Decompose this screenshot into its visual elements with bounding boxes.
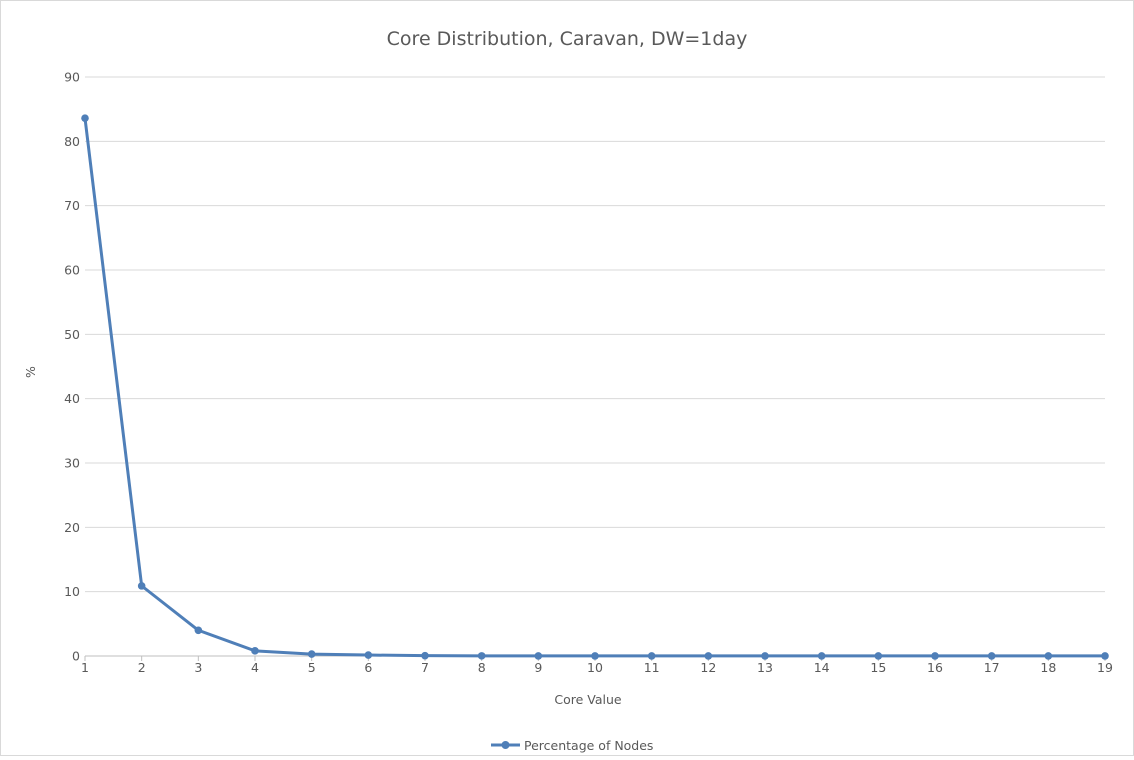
data-point[interactable] [534,652,543,660]
x-tick-label: 9 [534,660,542,675]
data-point[interactable] [194,626,203,635]
x-tick-label: 11 [644,660,660,675]
data-point[interactable] [1044,652,1053,660]
chart-title: Core Distribution, Caravan, DW=1day [387,28,748,50]
x-tick-label: 12 [700,660,716,675]
x-tick-label: 8 [478,660,486,675]
y-tick-labels: 0 10 20 30 40 50 60 70 80 90 [64,70,80,664]
y-tick-label: 60 [64,263,80,278]
y-tick-label: 10 [64,584,80,599]
y-axis-title: % [23,366,38,378]
y-tick-label: 40 [64,391,80,406]
data-point[interactable] [81,114,89,122]
x-tick-label: 4 [251,660,259,675]
data-point[interactable] [307,650,316,658]
data-point[interactable] [477,652,486,660]
gridlines [85,76,1105,593]
legend[interactable]: Percentage of Nodes [491,738,653,753]
legend-label: Percentage of Nodes [524,738,653,753]
data-point[interactable] [817,652,826,660]
x-tick-label: 14 [814,660,830,675]
x-tick-label: 16 [927,660,943,675]
data-point[interactable] [364,651,373,659]
y-tick-label: 20 [64,520,80,535]
x-tick-label: 5 [308,660,316,675]
series-layer [81,114,1109,660]
data-point[interactable] [137,582,146,590]
x-axis-title: Core Value [554,692,622,707]
data-point[interactable] [591,652,599,660]
x-tick-label: 3 [194,660,202,675]
data-point[interactable] [647,652,656,660]
series-line [83,116,1107,658]
x-tick-label: 10 [587,660,603,675]
data-point[interactable] [1101,652,1109,660]
y-tick-label: 70 [64,198,80,213]
data-point[interactable] [761,652,769,660]
y-tick-label: 90 [64,70,80,85]
y-tick-label: 50 [64,327,80,342]
x-tick-labels: 1 2 3 4 5 6 7 8 9 10 11 12 13 14 15 16 17 18 19 [81,660,1113,675]
y-tick-label: 30 [64,456,80,471]
x-tick-label: 17 [984,660,1000,675]
data-point[interactable] [704,652,713,660]
x-tick-label: 2 [138,660,146,675]
x-tick-label: 19 [1097,660,1113,675]
data-point[interactable] [931,652,939,660]
data-point[interactable] [251,647,259,655]
data-point[interactable] [987,652,996,660]
x-tick-label: 1 [81,660,89,675]
x-tick-label: 15 [870,660,886,675]
data-point[interactable] [421,651,429,660]
data-point[interactable] [874,652,883,660]
legend-marker-swatch [501,741,510,749]
y-tick-label: 80 [64,134,80,149]
x-tick-label: 6 [364,660,372,675]
x-tick-label: 13 [757,660,773,675]
x-tick-label: 18 [1040,660,1056,675]
y-tick-label: 0 [72,649,80,664]
x-tick-label: 7 [421,660,429,675]
